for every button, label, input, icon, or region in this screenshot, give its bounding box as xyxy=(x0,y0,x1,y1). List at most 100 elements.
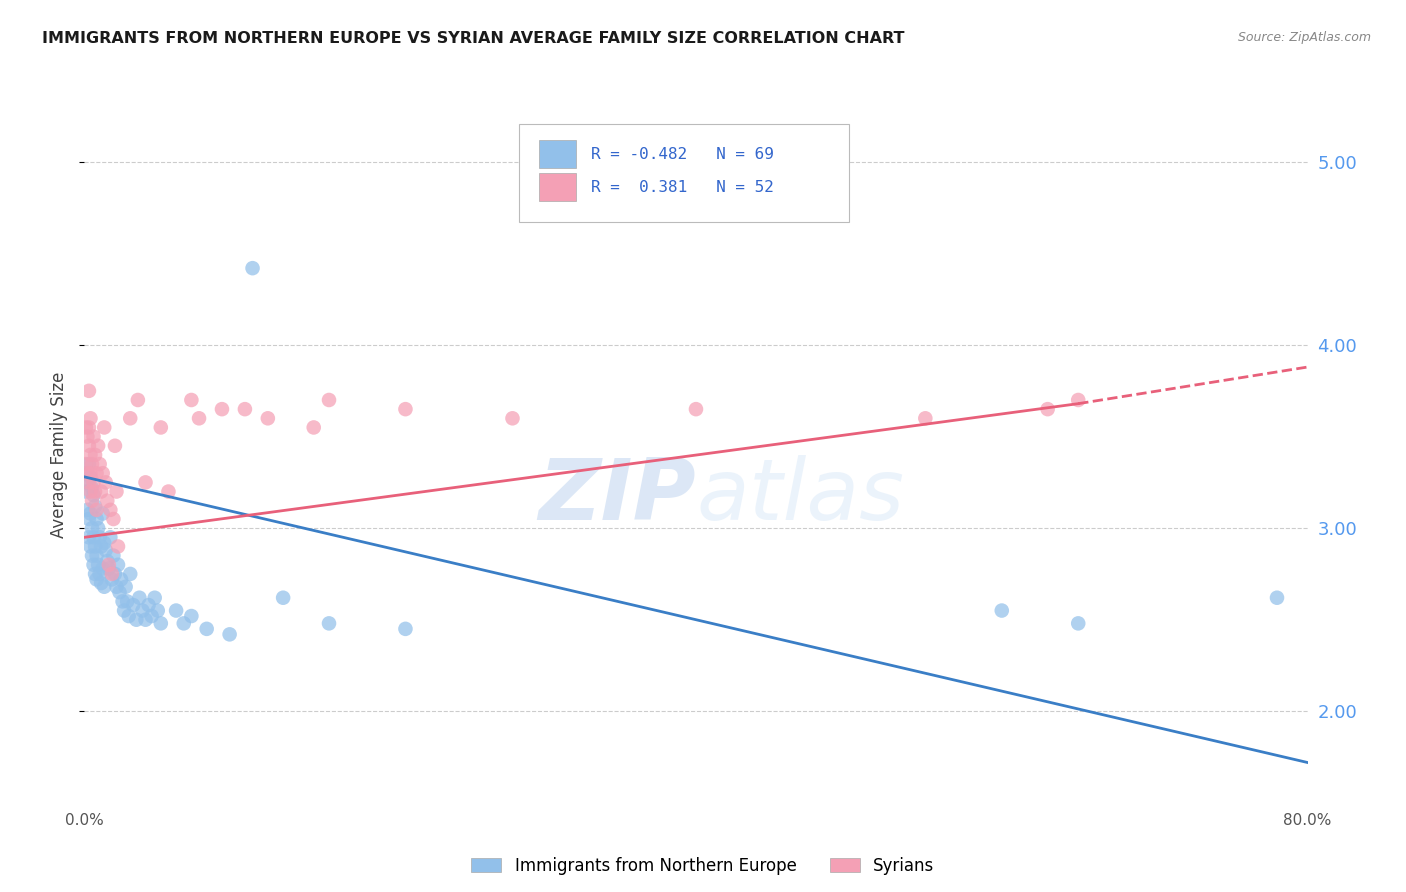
Point xyxy=(84,448,107,462)
Point xyxy=(83,488,105,502)
Point xyxy=(143,591,166,605)
Point xyxy=(98,503,121,517)
Point xyxy=(94,475,117,490)
Text: Source: ZipAtlas.com: Source: ZipAtlas.com xyxy=(1237,31,1371,45)
Point xyxy=(90,576,112,591)
Point xyxy=(90,484,112,499)
Point xyxy=(89,457,111,471)
Point xyxy=(394,622,416,636)
Point xyxy=(112,603,135,617)
Point xyxy=(149,616,172,631)
Point xyxy=(101,566,124,581)
Point xyxy=(135,475,157,490)
Point xyxy=(91,561,114,575)
Point xyxy=(157,484,180,499)
Point xyxy=(138,598,160,612)
Point xyxy=(108,585,131,599)
Point xyxy=(125,613,148,627)
Point xyxy=(77,530,100,544)
Point xyxy=(685,402,707,417)
Point xyxy=(83,429,105,443)
Point xyxy=(105,484,128,499)
Point xyxy=(97,561,120,575)
Point xyxy=(96,493,118,508)
Bar xyxy=(540,140,576,169)
Point xyxy=(77,475,100,490)
Point xyxy=(80,549,103,563)
Point xyxy=(302,420,325,434)
Point xyxy=(104,566,127,581)
Point xyxy=(87,521,110,535)
Point xyxy=(195,622,218,636)
Point xyxy=(77,512,100,526)
Point xyxy=(79,540,101,554)
Point xyxy=(165,603,187,617)
Point xyxy=(86,512,108,526)
Point xyxy=(135,613,157,627)
Point xyxy=(79,467,101,481)
Point xyxy=(111,594,134,608)
Point xyxy=(79,484,101,499)
Point xyxy=(101,573,124,587)
Point xyxy=(89,566,111,581)
Point xyxy=(91,507,114,521)
Point xyxy=(80,481,103,495)
Point xyxy=(93,536,115,550)
Point xyxy=(127,392,149,407)
Point xyxy=(318,392,340,407)
Point xyxy=(84,566,107,581)
Point xyxy=(103,512,125,526)
Point xyxy=(318,616,340,631)
Point xyxy=(118,609,141,624)
Point xyxy=(91,467,114,481)
Bar xyxy=(540,173,576,201)
Text: atlas: atlas xyxy=(696,455,904,538)
Point xyxy=(131,603,153,617)
Point xyxy=(75,457,97,471)
Point xyxy=(180,392,202,407)
Point xyxy=(991,603,1014,617)
Point xyxy=(1067,616,1090,631)
Point xyxy=(76,467,98,481)
Point xyxy=(107,558,129,572)
Legend: Immigrants from Northern Europe, Syrians: Immigrants from Northern Europe, Syrians xyxy=(471,856,935,875)
Point xyxy=(75,420,97,434)
Point xyxy=(97,558,120,572)
Y-axis label: Average Family Size: Average Family Size xyxy=(51,372,69,538)
Point xyxy=(76,429,98,443)
Point xyxy=(173,616,195,631)
Point xyxy=(77,420,100,434)
Point xyxy=(86,503,108,517)
Point xyxy=(110,573,132,587)
Point xyxy=(96,554,118,568)
Point xyxy=(77,457,100,471)
Point xyxy=(394,402,416,417)
Point xyxy=(914,411,936,425)
Point xyxy=(83,558,105,572)
Point xyxy=(502,411,524,425)
Point xyxy=(257,411,280,425)
Point xyxy=(211,402,233,417)
Point xyxy=(104,439,127,453)
Point xyxy=(180,609,202,624)
Point xyxy=(128,591,150,605)
Point xyxy=(120,566,142,581)
FancyBboxPatch shape xyxy=(519,124,849,222)
Point xyxy=(75,467,97,481)
Point xyxy=(80,521,103,535)
Text: R =  0.381   N = 52: R = 0.381 N = 52 xyxy=(591,179,773,194)
Point xyxy=(90,540,112,554)
Point xyxy=(79,448,101,462)
Point xyxy=(149,420,172,434)
Point xyxy=(77,384,100,398)
Point xyxy=(80,493,103,508)
Point xyxy=(93,580,115,594)
Point xyxy=(103,549,125,563)
Point xyxy=(84,540,107,554)
Point xyxy=(84,484,107,499)
Point xyxy=(83,530,105,544)
Point xyxy=(105,580,128,594)
Point xyxy=(76,475,98,490)
Point xyxy=(107,540,129,554)
Point xyxy=(94,543,117,558)
